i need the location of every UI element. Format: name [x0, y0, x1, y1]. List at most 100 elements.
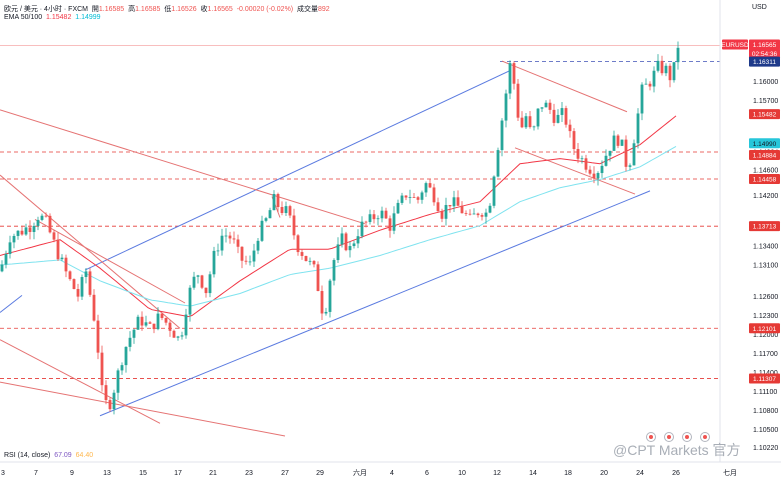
candle-body: [296, 235, 300, 253]
date-tick-label: 24: [636, 470, 644, 477]
trendline: [99, 190, 651, 417]
rsi-legend[interactable]: RSI (14, close) 67.09 64.40: [4, 452, 93, 459]
candle-body: [468, 213, 472, 215]
candle-body: [588, 169, 592, 174]
candle-body: [60, 257, 64, 260]
alert-icon[interactable]: [700, 432, 710, 442]
candle-body: [216, 250, 220, 252]
close-label: 收: [200, 6, 208, 13]
trendline: [84, 70, 511, 271]
date-tick-label: 3: [1, 470, 5, 477]
price-tick-label: 1.12300: [753, 313, 778, 320]
candle-body: [80, 277, 84, 297]
candle-body: [244, 260, 248, 262]
candle-body: [576, 149, 580, 159]
date-tick-label: 18: [564, 470, 572, 477]
candle-body: [72, 279, 76, 289]
symbol-header: 欧元 / 美元 · 4小时 · FXCM 開1.16585 高1.16585 低…: [4, 4, 330, 14]
price-label-box: [749, 150, 780, 161]
candle-body: [8, 242, 12, 255]
candle-body: [132, 329, 136, 338]
candle-body: [672, 62, 676, 81]
candle-body: [460, 205, 464, 214]
date-tick-label: 26: [672, 470, 680, 477]
date-tick-label: 12: [493, 470, 501, 477]
candle-body: [116, 370, 120, 393]
symbol-line: 欧元 / 美元 · 4小时 · FXCM: [4, 6, 88, 13]
candle-body: [32, 225, 36, 233]
candle-body: [420, 192, 424, 200]
alert-icon[interactable]: [646, 432, 656, 442]
candle-body: [336, 244, 340, 261]
candle-body: [508, 63, 512, 94]
price-label-text: 1.14458: [753, 176, 777, 183]
candle-body: [224, 235, 228, 237]
candle-body: [376, 218, 380, 220]
price-label-box: [749, 109, 780, 120]
candle-body: [340, 233, 344, 245]
candle-body: [156, 313, 160, 330]
candle-body: [552, 109, 556, 123]
indicator-icons[interactable]: [646, 429, 718, 447]
candle-body: [516, 83, 520, 118]
candle-body: [360, 221, 364, 237]
alert-icon[interactable]: [682, 432, 692, 442]
candle-body: [96, 320, 100, 353]
price-label-box: [749, 221, 780, 232]
date-tick-label: 六月: [353, 468, 367, 477]
candle-body: [520, 117, 524, 128]
candle-body: [344, 233, 348, 251]
candle-body: [380, 210, 384, 219]
ema-legend[interactable]: EMA 50/100 1.15482 1.14999: [4, 14, 101, 21]
trendline: [501, 60, 628, 113]
price-tick-label: 1.13100: [753, 263, 778, 270]
candle-body: [356, 236, 360, 244]
alert-icon[interactable]: [664, 432, 674, 442]
currency-unit: USD: [752, 4, 767, 11]
candle-body: [660, 60, 664, 74]
date-tick-label: 15: [139, 470, 147, 477]
candle-body: [288, 206, 292, 216]
candle-body: [104, 385, 108, 401]
candle-body: [676, 47, 680, 63]
candle-body: [108, 400, 112, 410]
candle-body: [664, 65, 668, 74]
trendline: [0, 109, 366, 225]
trendline: [34, 218, 186, 304]
candle-body: [136, 316, 140, 330]
candle-body: [256, 240, 260, 251]
candle-body: [492, 176, 496, 206]
candle-body: [536, 108, 540, 127]
candle-body: [332, 260, 336, 281]
trendline: [0, 339, 161, 424]
high-label: 高: [128, 6, 136, 13]
price-tick-label: 1.13400: [753, 244, 778, 251]
date-tick-label: 6: [425, 470, 429, 477]
ema-label: EMA 50/100: [4, 14, 43, 21]
date-tick-label: 13: [103, 470, 111, 477]
candle-body: [220, 235, 224, 251]
candle-body: [396, 202, 400, 214]
price-label-text: 1.16311: [753, 59, 776, 66]
candle-body: [560, 108, 564, 115]
candle-body: [372, 214, 376, 220]
candle-body: [292, 215, 296, 236]
candle-body: [524, 116, 528, 128]
rsi-ma-value: 64.40: [75, 452, 94, 459]
candle-body: [168, 322, 172, 331]
price-label-text: 1.14990: [753, 141, 777, 148]
candle-body: [52, 232, 56, 240]
candle-body: [368, 214, 372, 223]
candle-body: [652, 70, 656, 87]
candle-body: [632, 143, 636, 166]
trendline: [0, 174, 181, 329]
candle-body: [148, 322, 152, 324]
candle-body: [268, 210, 272, 219]
candle-body: [496, 150, 500, 177]
date-tick-label: 17: [174, 470, 182, 477]
date-tick-label: 29: [316, 470, 324, 477]
price-label-box: [749, 48, 780, 59]
candle-body: [312, 260, 316, 265]
candle-body: [252, 250, 256, 262]
